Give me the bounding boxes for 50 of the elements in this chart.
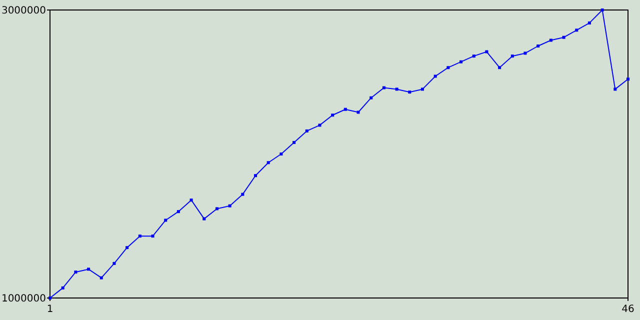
point <box>151 234 154 238</box>
line-series <box>48 8 630 300</box>
point <box>356 110 360 114</box>
point <box>524 52 527 55</box>
point <box>164 218 168 222</box>
point <box>472 54 476 58</box>
point <box>498 66 502 70</box>
point <box>562 36 566 39</box>
point <box>112 262 116 265</box>
point <box>61 286 64 290</box>
point <box>190 198 193 202</box>
point <box>292 140 296 144</box>
point <box>254 174 258 178</box>
point <box>344 108 347 111</box>
point <box>382 86 386 90</box>
point <box>600 8 604 12</box>
point <box>588 21 591 24</box>
point <box>126 246 129 250</box>
point <box>280 152 283 156</box>
point <box>87 268 90 271</box>
point <box>395 88 398 91</box>
y-tick-label: 3000000 <box>1 6 46 16</box>
point <box>420 88 424 91</box>
point <box>228 204 232 208</box>
point <box>510 54 514 58</box>
point <box>331 114 334 117</box>
point <box>138 234 142 238</box>
x-tick-label: 1 <box>46 304 54 315</box>
point <box>614 88 617 91</box>
y-tick-label: 1000000 <box>1 294 46 304</box>
point <box>434 74 437 78</box>
point <box>241 192 244 196</box>
point <box>370 96 373 100</box>
point <box>318 124 322 127</box>
point <box>202 217 206 220</box>
point <box>536 44 540 48</box>
point <box>305 129 308 132</box>
x-tick-label: 46 <box>622 304 634 315</box>
point <box>460 60 463 64</box>
point <box>575 28 578 32</box>
point <box>408 90 412 94</box>
point <box>176 210 180 214</box>
point <box>100 276 103 280</box>
point <box>266 161 270 164</box>
point <box>215 207 218 210</box>
point <box>549 38 552 42</box>
point <box>446 66 450 70</box>
point <box>74 270 78 274</box>
point <box>626 78 630 81</box>
point <box>485 50 488 54</box>
